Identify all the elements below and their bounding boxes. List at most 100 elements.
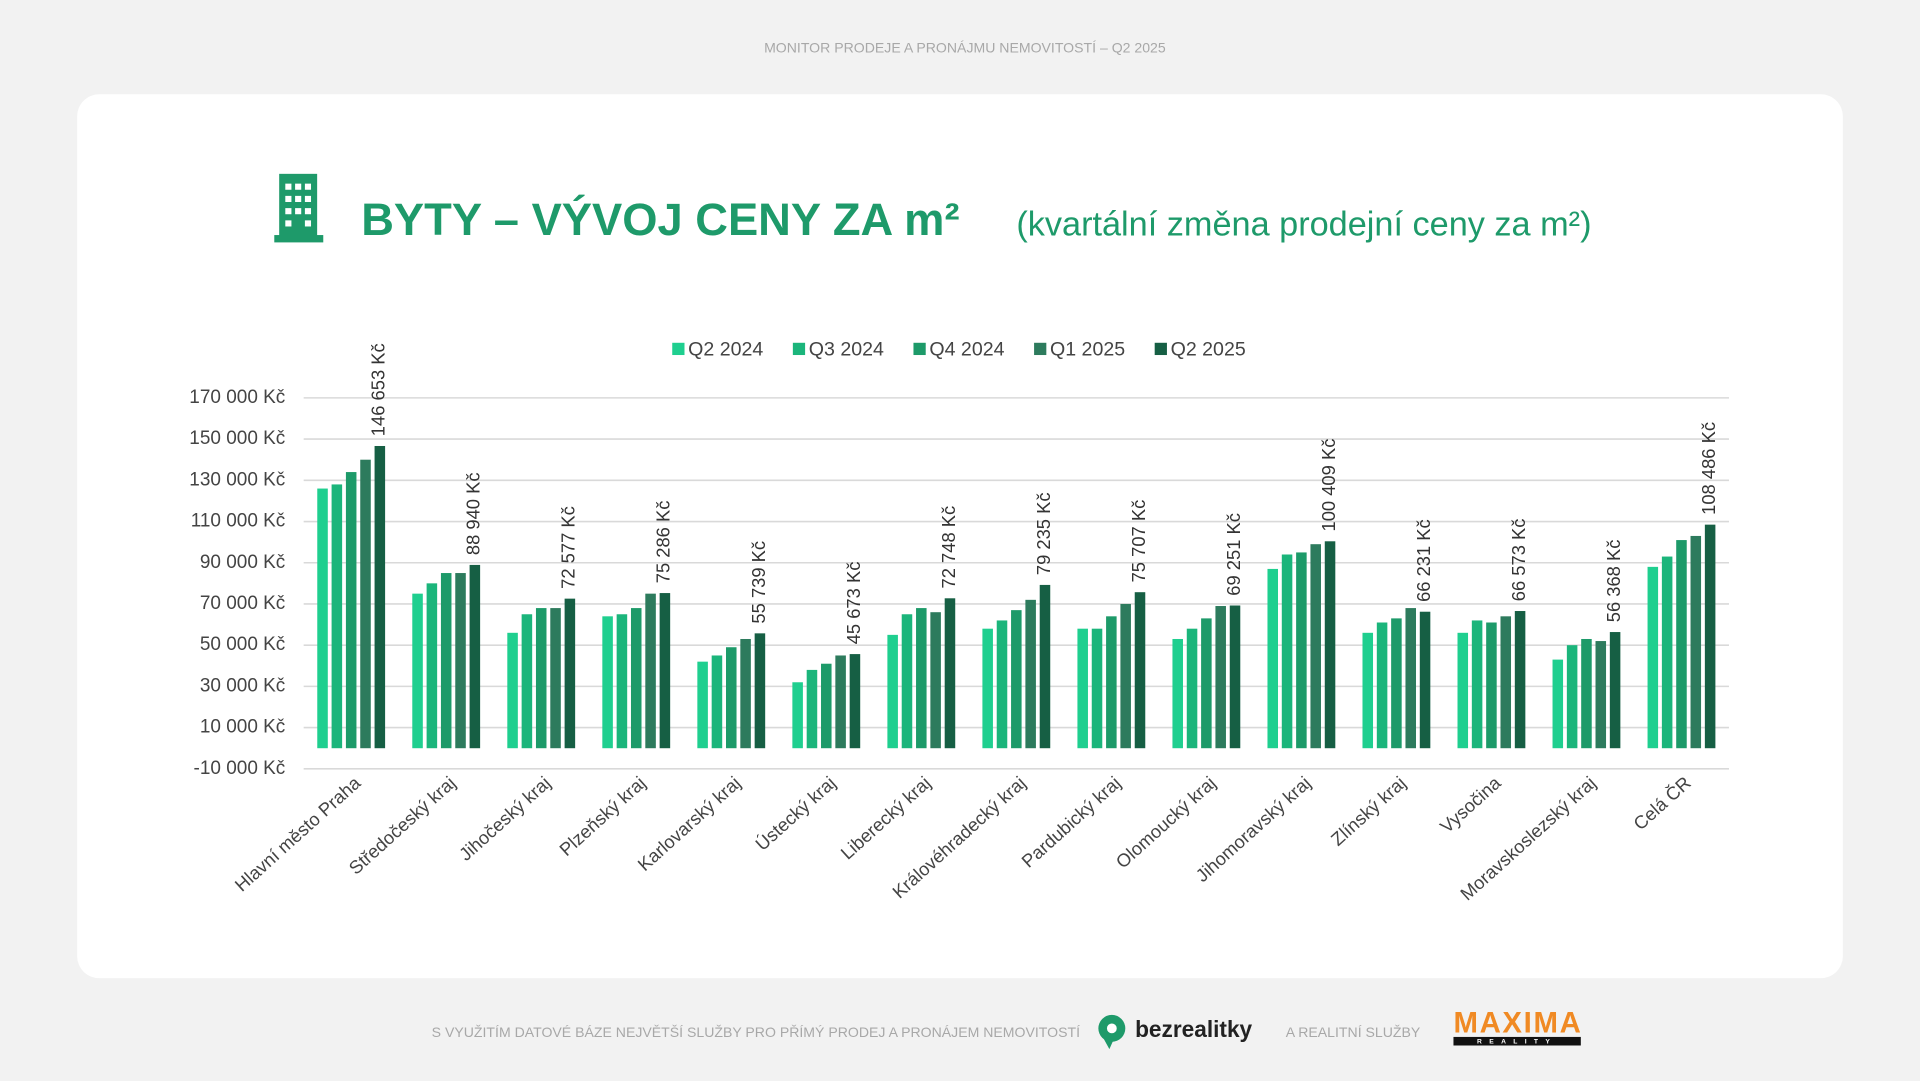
chart-title: BYTY – VÝVOJ CENY ZA m² [361,193,959,245]
bar [1025,599,1036,749]
legend-label: Q3 2024 [809,338,884,360]
bar [726,647,737,749]
bar [630,608,642,749]
legend-label: Q1 2025 [1050,338,1125,360]
value-label: 75 286 Kč [653,501,674,584]
value-label: 66 573 Kč [1508,519,1529,602]
value-label: 100 409 Kč [1318,439,1339,532]
partner-bar [1453,1036,1581,1046]
bar [550,608,561,749]
bar [535,608,547,749]
bar [835,655,846,749]
bar [1091,628,1103,749]
legend-swatch [792,342,806,356]
bar [1324,541,1336,749]
partner-name: MAXIMA [1453,1006,1580,1039]
bar [1457,632,1469,749]
bar [806,669,818,749]
y-tick-label: 150 000 Kč [189,428,285,449]
y-tick-label: 30 000 Kč [200,675,285,696]
bar [1201,618,1212,749]
bar [1039,584,1051,749]
value-label: 108 486 Kč [1698,422,1719,515]
bar [754,633,766,749]
bar [1609,632,1621,749]
value-label: 69 251 Kč [1223,513,1244,596]
bar [659,593,671,749]
value-label: 45 673 Kč [843,562,864,645]
bar [1134,592,1146,749]
bar [507,632,518,749]
y-tick-label: 110 000 Kč [191,511,286,532]
y-tick-label: 130 000 Kč [189,469,285,490]
bar [1011,610,1022,749]
bar [469,564,481,749]
bar [1704,524,1716,749]
bar [1106,616,1117,749]
legend-label: Q2 2024 [688,338,763,360]
bar [360,459,371,749]
chart-subtitle: (kvartální změna prodejní ceny za m²) [1016,206,1591,244]
bar [412,593,423,749]
legend-swatch [1154,342,1167,356]
bar [1310,544,1321,749]
bar [455,573,466,749]
bar [440,573,452,749]
bar [1281,554,1293,749]
building-icon [274,173,324,243]
bar [1486,622,1497,749]
bar [1581,638,1592,749]
bar [1186,628,1198,749]
bar [1552,659,1564,749]
bar [1514,611,1526,749]
card [77,94,1843,979]
bar [1676,540,1687,749]
bar [602,616,613,749]
value-label: 72 577 Kč [558,506,579,589]
bar [1471,620,1483,749]
bar [1296,552,1307,749]
bar [426,583,438,749]
value-label: 56 368 Kč [1603,540,1624,623]
bar [1172,638,1183,749]
bar [916,608,927,749]
y-tick-label: 170 000 Kč [189,387,285,408]
value-label: 72 748 Kč [938,506,959,589]
bar [616,614,628,749]
bar [982,628,993,749]
value-label: 146 653 Kč [368,343,389,436]
legend-swatch [672,342,685,356]
bar [740,638,751,749]
y-tick-label: 90 000 Kč [200,552,285,573]
bar [1215,606,1226,749]
bar [1566,645,1578,749]
value-label: 55 739 Kč [748,541,769,624]
bar [1267,568,1278,749]
legend-swatch [1034,342,1047,356]
bar [1077,628,1088,749]
bar [1647,566,1659,749]
bar [1419,611,1431,749]
bar [1391,618,1402,749]
value-label: 79 235 Kč [1033,492,1054,575]
y-tick-label: 70 000 Kč [200,593,285,614]
brand-name: bezrealitky [1135,1016,1252,1042]
y-tick-label: 10 000 Kč [200,717,285,738]
bar [901,614,913,749]
bar [1661,556,1673,749]
brand-logo [1098,1014,1126,1050]
partner-sub: REALITY [1477,1039,1557,1046]
bar [944,598,956,749]
footer-connector: A REALITNÍ SLUŽBY [1286,1024,1421,1040]
bar [1500,616,1512,749]
footer-text: S VYUŽITÍM DATOVÉ BÁZE NEJVĚTŠÍ SLUŽBY P… [432,1024,1080,1040]
legend-label: Q4 2024 [929,338,1004,360]
bar [521,614,533,749]
bar [564,598,576,749]
bar [887,634,898,749]
bar [697,661,708,749]
bar [849,654,861,749]
bar [1120,603,1131,749]
